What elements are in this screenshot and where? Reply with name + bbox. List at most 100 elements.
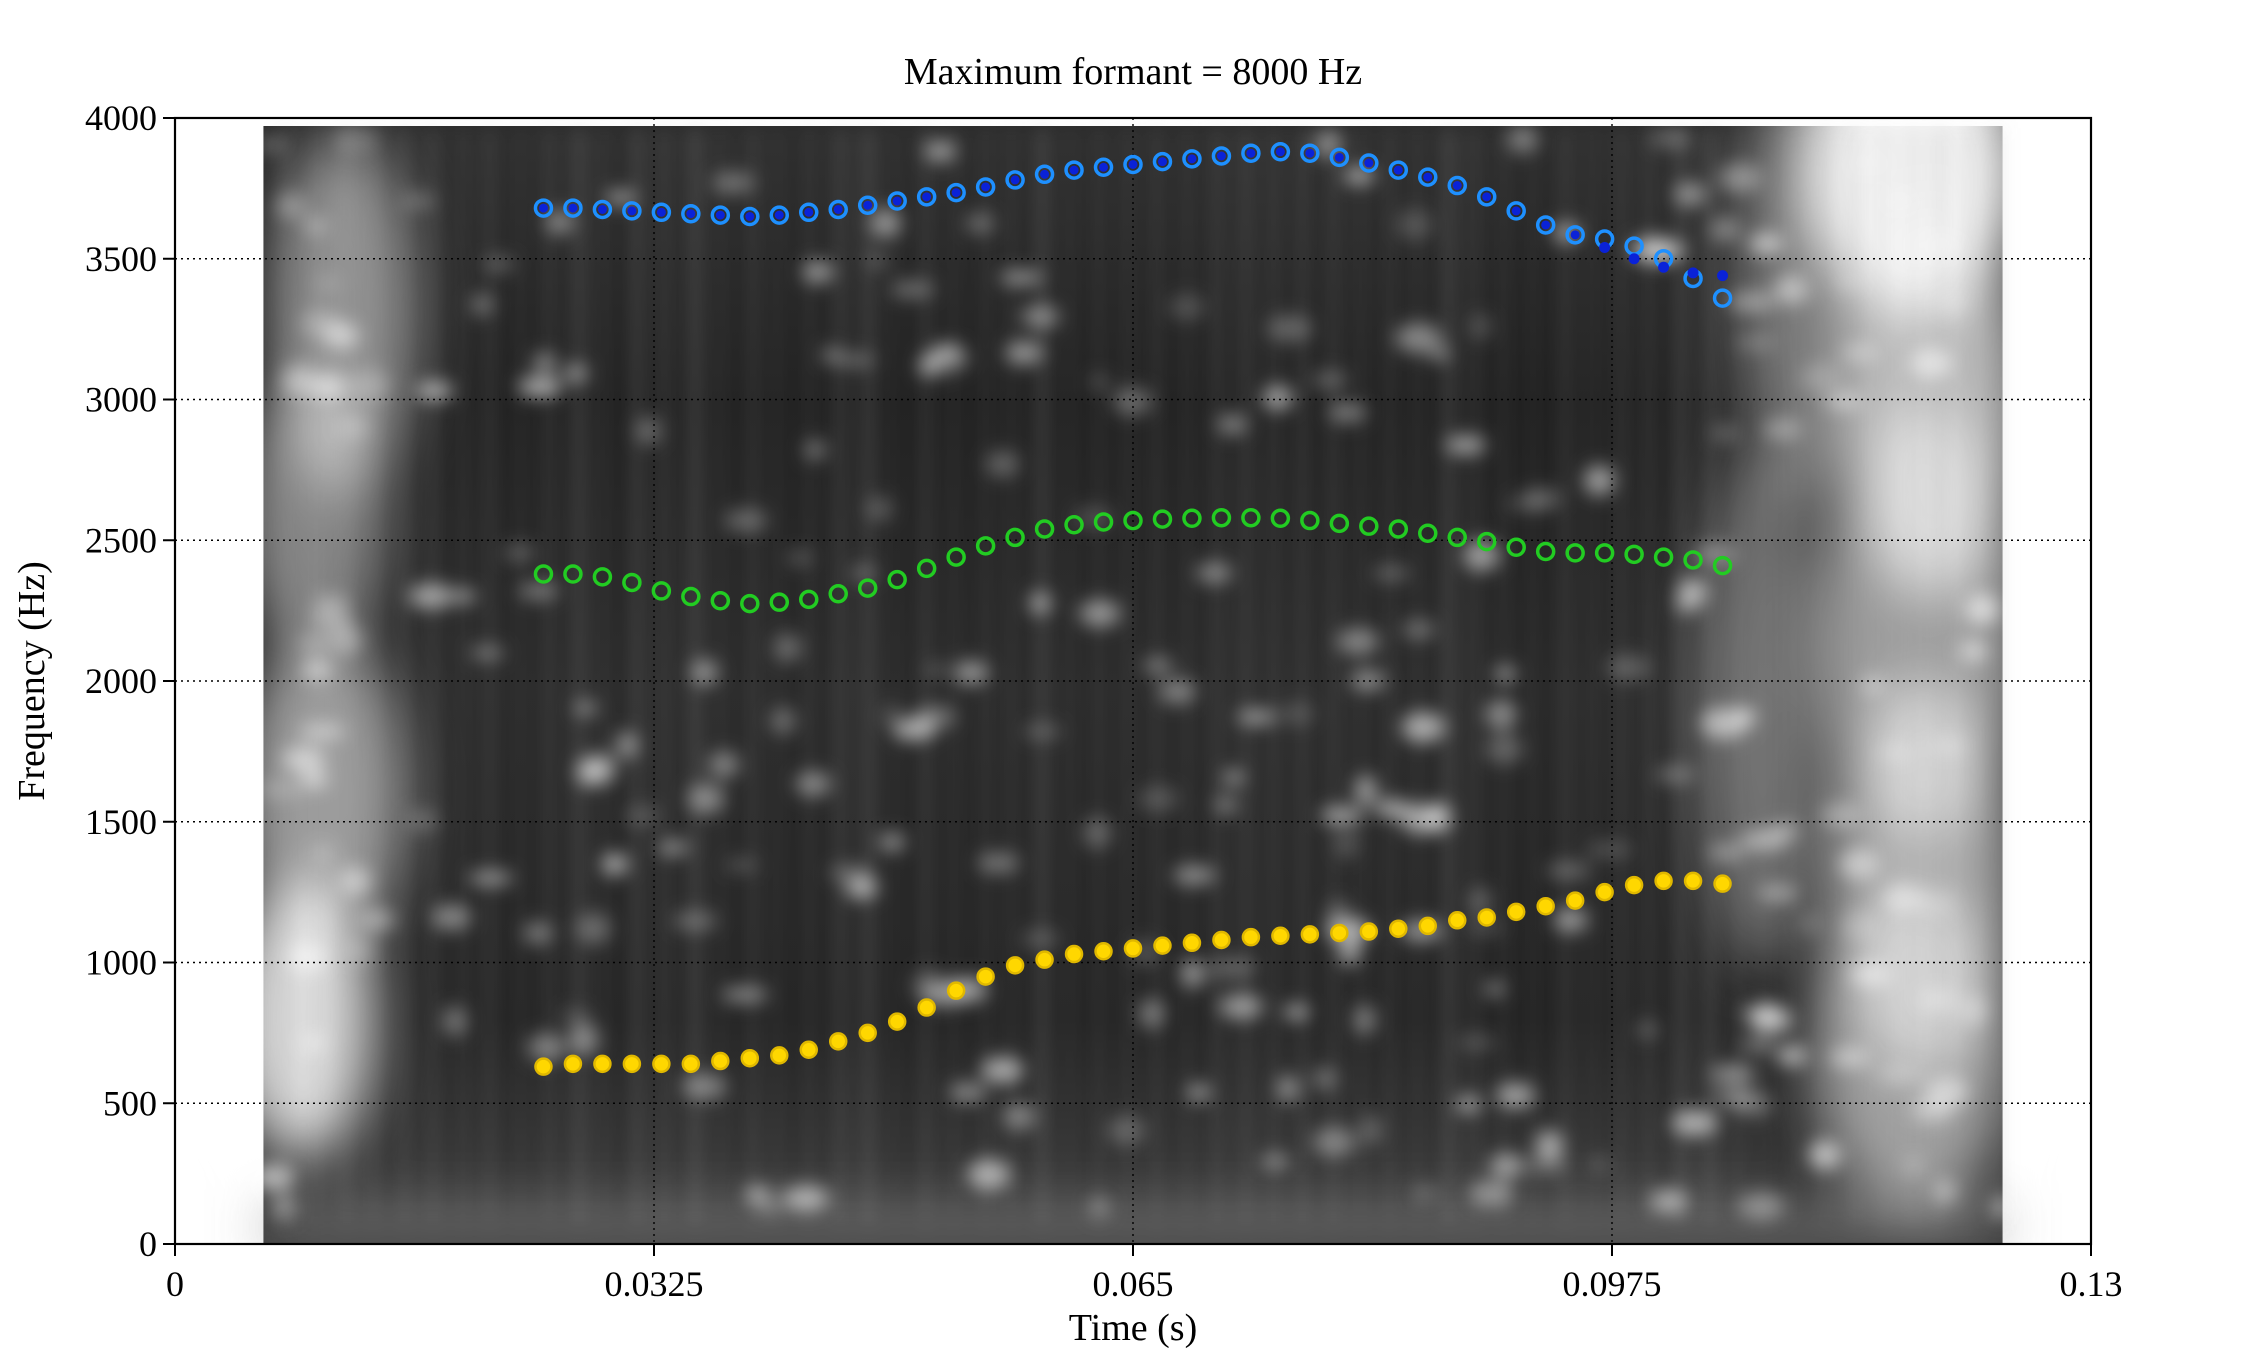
f3-point-center	[981, 182, 991, 192]
f3-point-center	[568, 203, 578, 213]
f1-point	[1241, 927, 1261, 947]
f1-point	[1713, 874, 1732, 893]
f1-point	[1536, 896, 1555, 916]
f3-point	[592, 199, 613, 220]
f3-point-center	[951, 188, 961, 198]
f2-point	[799, 589, 819, 610]
y-tick-label: 2500	[85, 520, 157, 560]
f1-point	[1123, 939, 1143, 958]
f1-point	[828, 1032, 848, 1051]
f3-point	[1152, 151, 1173, 172]
f2-point	[1476, 531, 1497, 552]
f2-point	[1712, 555, 1733, 576]
f3-point-center	[1216, 151, 1226, 161]
f3-point-center	[863, 200, 873, 210]
f1-point	[1447, 911, 1467, 930]
spectrogram-background	[233, 118, 2023, 1244]
f3-point-center	[922, 192, 932, 202]
f2-point	[1123, 510, 1143, 531]
x-axis-label: Time (s)	[1069, 1307, 1197, 1349]
f3-point-center	[715, 210, 725, 220]
f1-point	[681, 1054, 701, 1074]
f3-point-center	[774, 210, 784, 220]
f1-point	[858, 1023, 877, 1043]
f1-point	[1064, 944, 1084, 964]
f2-point	[828, 583, 848, 604]
f1-point	[1035, 950, 1054, 969]
f2-point	[1182, 508, 1202, 529]
f1-point	[1595, 882, 1614, 902]
f3-point	[1476, 187, 1497, 207]
f3-point-center	[538, 203, 548, 213]
f2-point	[1005, 527, 1025, 548]
f3-point	[857, 195, 878, 216]
f3-point-center	[1069, 165, 1079, 175]
f3-point	[769, 205, 790, 225]
f3-filled-point	[1687, 267, 1699, 279]
f3-point-center	[686, 209, 696, 219]
x-tick-label: 0.065	[1093, 1264, 1174, 1304]
series-4	[1599, 241, 1729, 282]
f3-point	[1182, 149, 1202, 169]
f1-point	[1624, 875, 1644, 895]
f1-point	[1654, 871, 1673, 891]
f2-point	[1270, 508, 1291, 529]
f3-point-center	[1128, 159, 1138, 169]
f2-point	[887, 569, 907, 590]
f1-point	[622, 1054, 642, 1074]
f1-point	[887, 1012, 907, 1031]
f1-point	[1418, 916, 1438, 936]
f2-point	[622, 572, 642, 593]
f3-point	[1123, 154, 1143, 175]
f2-point	[1241, 507, 1261, 528]
f1-point	[1212, 930, 1231, 950]
f2-point	[1506, 537, 1526, 558]
f3-point	[533, 198, 554, 218]
f3-point-center	[745, 212, 755, 222]
formant-points	[533, 142, 1733, 1076]
y-axis-label: Frequency (Hz)	[11, 561, 53, 801]
f3-point-center	[1393, 165, 1403, 175]
f3-point	[1359, 153, 1379, 173]
f1-point	[946, 981, 966, 1000]
f1-point	[1153, 936, 1172, 955]
f1-point	[593, 1054, 612, 1074]
f2-point	[1093, 512, 1114, 532]
f2-point	[1211, 507, 1232, 528]
f3-point	[1093, 157, 1114, 178]
f3-point	[1418, 167, 1438, 187]
f2-point	[1683, 550, 1703, 570]
f3-point	[651, 202, 672, 223]
f2-point	[1152, 509, 1173, 529]
f1-point	[1271, 926, 1290, 946]
f2-point	[710, 591, 731, 611]
f3-point-center	[1157, 157, 1167, 167]
f1-point	[770, 1046, 789, 1065]
f3-point	[622, 201, 642, 221]
f3-point	[1034, 164, 1055, 185]
f2-point	[1388, 519, 1409, 539]
series-1	[534, 871, 1732, 1076]
y-tick-label: 4000	[85, 98, 157, 138]
x-tick-label: 0.13	[2060, 1264, 2123, 1304]
f3-point	[1241, 143, 1261, 163]
f2-point	[1064, 515, 1084, 535]
f3-point-center	[1305, 148, 1315, 158]
f3-point-center	[597, 204, 607, 214]
f1-point	[917, 998, 936, 1017]
f3-point	[740, 206, 760, 227]
f1-point	[1330, 923, 1349, 943]
f2-point	[1034, 519, 1055, 539]
y-tick-label: 3500	[85, 239, 157, 279]
f3-point-center	[1040, 169, 1050, 179]
f3-point-center	[892, 196, 902, 206]
f3-point	[1270, 142, 1291, 162]
y-tick-label: 500	[103, 1083, 157, 1123]
f1-point	[1182, 933, 1202, 953]
spectrogram-striations	[281, 128, 2001, 1224]
f3-point	[1211, 146, 1232, 166]
f3-point-center	[1541, 220, 1551, 230]
f3-point-center	[656, 207, 666, 217]
